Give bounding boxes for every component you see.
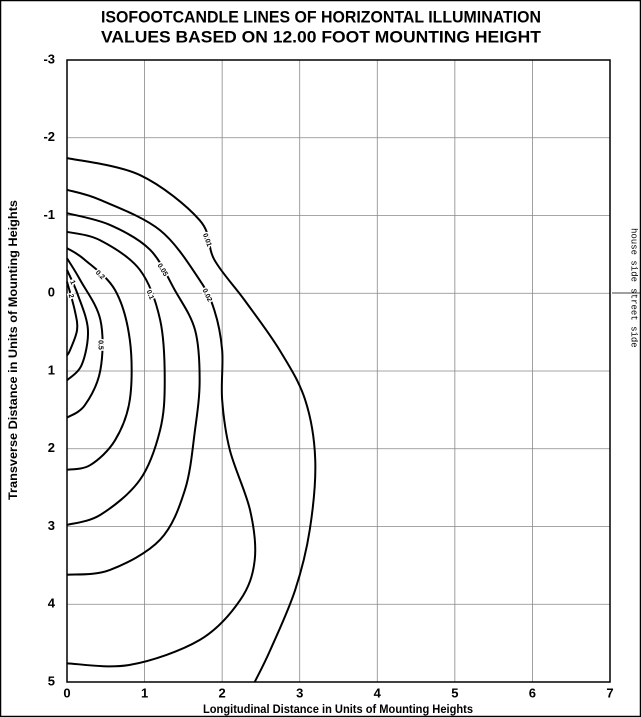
x-tick-label: 1	[141, 685, 148, 700]
contour-label: 0.01	[201, 233, 212, 248]
y-tick-label: -2	[43, 129, 55, 144]
x-tick-label: 2	[219, 685, 226, 700]
contour-line	[66, 156, 317, 683]
x-tick-label: 7	[606, 685, 613, 700]
x-tick-label: 5	[451, 685, 458, 700]
house-side-label: house side	[629, 228, 639, 282]
contour-line	[66, 281, 79, 357]
contour-line	[66, 188, 257, 668]
contour-line	[66, 247, 133, 471]
y-tick-label: 5	[48, 673, 55, 688]
contour-line	[66, 269, 90, 382]
contour-label: 0.02	[201, 288, 213, 303]
y-tick-label: 1	[48, 362, 55, 377]
plot-frame	[66, 59, 611, 683]
chart-title: ISOFOOTCANDLE LINES OF HORIZONTAL ILLUMI…	[101, 7, 541, 26]
y-tick-label: 3	[48, 518, 55, 533]
x-axis-label: Longitudinal Distance in Units of Mounti…	[203, 702, 473, 716]
x-tick-label: 6	[529, 685, 536, 700]
contour-line	[66, 257, 104, 419]
chart-subtitle: VALUES BASED ON 12.00 FOOT MOUNTING HEIG…	[101, 27, 542, 46]
contour-label: 0.5	[97, 340, 104, 350]
contour-line	[66, 212, 201, 576]
y-tick-label: 2	[48, 440, 55, 455]
y-tick-label: 0	[48, 285, 55, 300]
contour-label: 0.2	[94, 269, 106, 281]
street-side-label: street side	[629, 288, 639, 347]
y-tick-label: 4	[48, 596, 56, 611]
contour-line	[66, 230, 166, 526]
x-tick-label: 4	[374, 685, 382, 700]
y-tick-label: -1	[43, 207, 55, 222]
contour-label: 2	[67, 293, 75, 299]
contour-label: 0.1	[145, 289, 155, 301]
x-tick-label: 3	[296, 685, 303, 700]
y-axis-label: Transverse Distance in Units of Mounting…	[6, 200, 20, 500]
x-tick-label: 0	[63, 685, 70, 700]
y-tick-label: -3	[43, 51, 55, 66]
contour-label: 1	[68, 279, 76, 285]
